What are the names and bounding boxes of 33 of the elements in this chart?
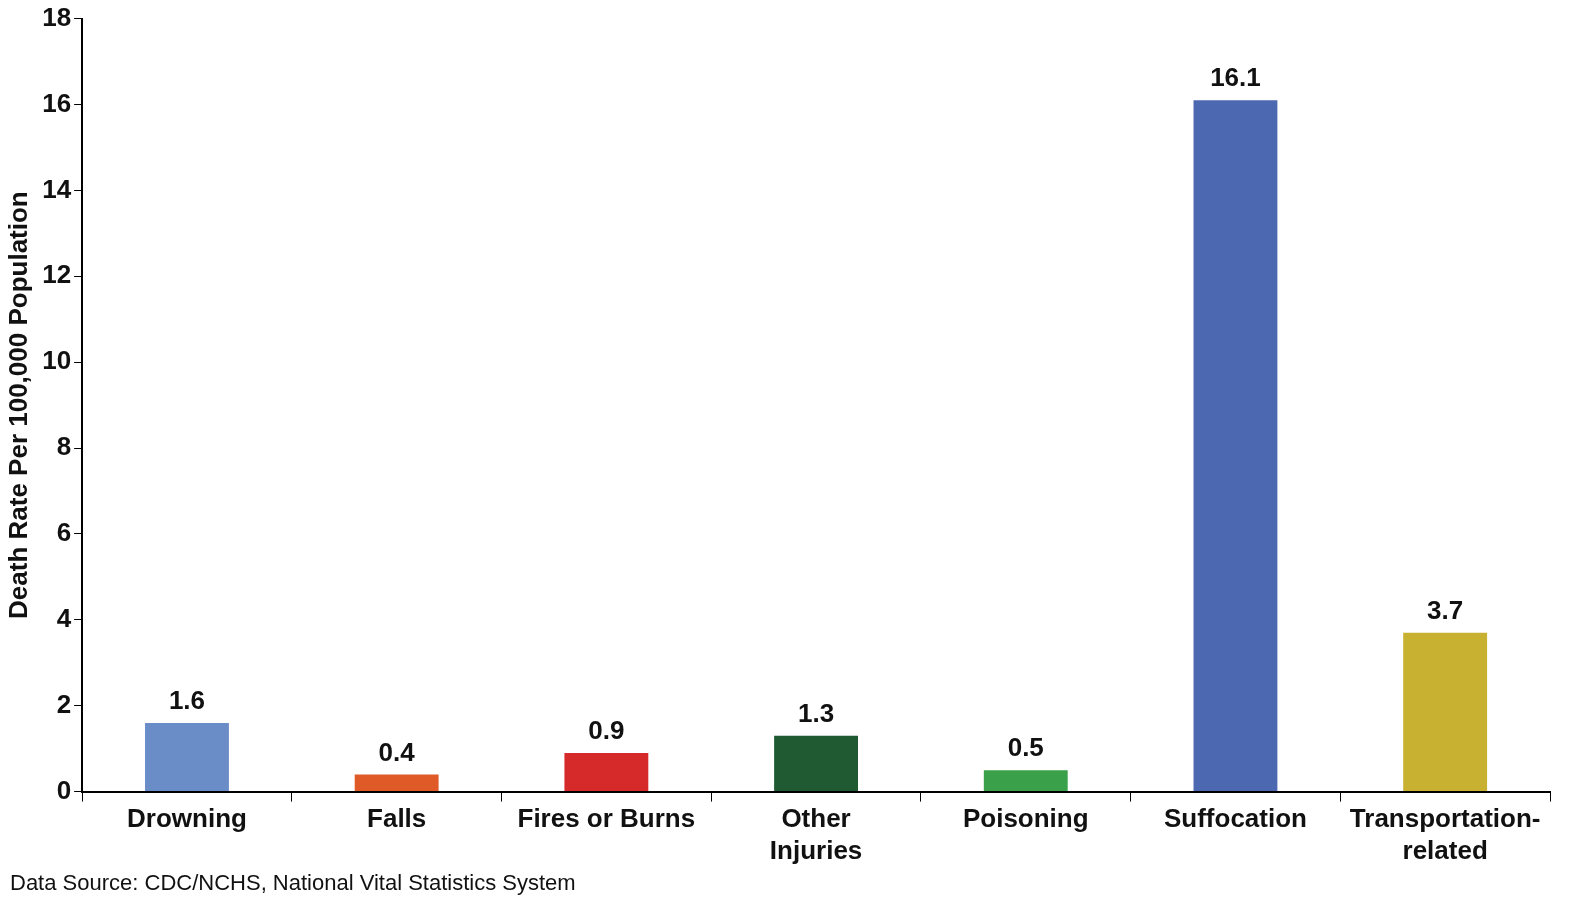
x-tick-label: Other Injuries: [769, 803, 863, 865]
y-tick-label: 12: [42, 259, 72, 290]
data-label: 3.7: [1427, 594, 1464, 625]
bar: [774, 735, 858, 792]
y-tick-label: 2: [56, 688, 72, 719]
x-tick-label: Suffocation: [1163, 803, 1307, 834]
y-tick-label: 4: [56, 602, 72, 633]
bar: [1193, 100, 1278, 792]
data-label: 0.9: [588, 715, 625, 746]
data-label: 16.1: [1210, 62, 1261, 93]
data-label: 1.6: [168, 685, 206, 716]
y-tick-label: 10: [42, 345, 72, 376]
bar: [354, 774, 439, 792]
data-label: 0.5: [1007, 732, 1044, 763]
data-label: 0.4: [378, 736, 416, 767]
y-tick-label: 6: [56, 517, 72, 548]
bar: [1403, 632, 1488, 792]
x-tick-label: Fires or Burns: [517, 803, 696, 834]
y-tick-label: 14: [42, 173, 72, 204]
y-tick-label: 18: [42, 1, 72, 32]
x-tick-label: Poisoning: [962, 803, 1089, 834]
bar: [564, 752, 649, 792]
bar: [983, 770, 1068, 792]
source-note: Data Source: CDC/NCHS, National Vital Statistics System: [10, 870, 577, 896]
y-tick-label: 8: [56, 431, 72, 462]
y-tick-label: 16: [42, 87, 72, 118]
data-label: 1.3: [797, 697, 835, 728]
y-axis-title: Death Rate Per 100,000 Population: [2, 191, 33, 619]
x-tick-label: Drowning: [127, 803, 247, 834]
x-tick-label: Falls: [367, 803, 427, 834]
y-tick-label: 0: [56, 774, 72, 805]
bar: [145, 722, 229, 792]
x-tick-label: Transportation- related: [1349, 803, 1541, 865]
